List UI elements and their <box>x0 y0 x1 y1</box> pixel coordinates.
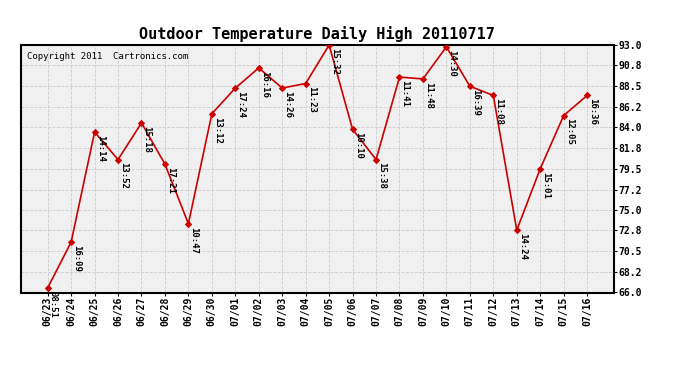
Text: 14:24: 14:24 <box>518 233 527 260</box>
Point <box>511 227 522 233</box>
Text: 13:12: 13:12 <box>213 117 222 143</box>
Text: 15:38: 15:38 <box>377 162 386 189</box>
Text: 14:26: 14:26 <box>284 91 293 118</box>
Point <box>112 157 124 163</box>
Text: 10:47: 10:47 <box>190 226 199 254</box>
Text: 11:48: 11:48 <box>424 82 433 109</box>
Point <box>300 81 311 87</box>
Text: 16:09: 16:09 <box>72 245 81 272</box>
Text: 16:39: 16:39 <box>471 89 480 116</box>
Text: 11:41: 11:41 <box>401 80 410 107</box>
Point <box>347 126 358 132</box>
Point <box>582 92 593 98</box>
Text: 14:14: 14:14 <box>96 135 105 162</box>
Point <box>66 239 77 245</box>
Text: 17:24: 17:24 <box>237 91 246 118</box>
Point <box>394 74 405 80</box>
Text: 11:23: 11:23 <box>307 86 316 113</box>
Point <box>136 120 147 126</box>
Point <box>183 221 194 227</box>
Text: Copyright 2011  Cartronics.com: Copyright 2011 Cartronics.com <box>27 53 188 62</box>
Point <box>324 42 335 48</box>
Text: 16:16: 16:16 <box>260 71 269 98</box>
Text: 15:32: 15:32 <box>331 48 339 75</box>
Point <box>417 76 428 82</box>
Point <box>159 161 170 167</box>
Point <box>464 83 475 89</box>
Point <box>253 65 264 71</box>
Point <box>206 111 217 117</box>
Point <box>371 157 382 163</box>
Point <box>42 285 53 291</box>
Text: 14:30: 14:30 <box>447 50 457 76</box>
Text: 12:05: 12:05 <box>564 118 573 145</box>
Point <box>441 44 452 50</box>
Point <box>230 85 241 91</box>
Text: 17:21: 17:21 <box>166 167 175 194</box>
Text: 10:10: 10:10 <box>354 132 363 159</box>
Point <box>488 92 499 98</box>
Text: 15:18: 15:18 <box>143 126 152 153</box>
Text: 15:01: 15:01 <box>541 171 550 198</box>
Point <box>277 85 288 91</box>
Text: 11:08: 11:08 <box>494 98 504 125</box>
Text: 13:52: 13:52 <box>119 162 128 189</box>
Point <box>558 112 569 118</box>
Text: 16:36: 16:36 <box>588 98 597 125</box>
Point <box>535 166 546 172</box>
Text: 08:51: 08:51 <box>49 291 58 318</box>
Title: Outdoor Temperature Daily High 20110717: Outdoor Temperature Daily High 20110717 <box>139 27 495 42</box>
Point <box>89 129 100 135</box>
